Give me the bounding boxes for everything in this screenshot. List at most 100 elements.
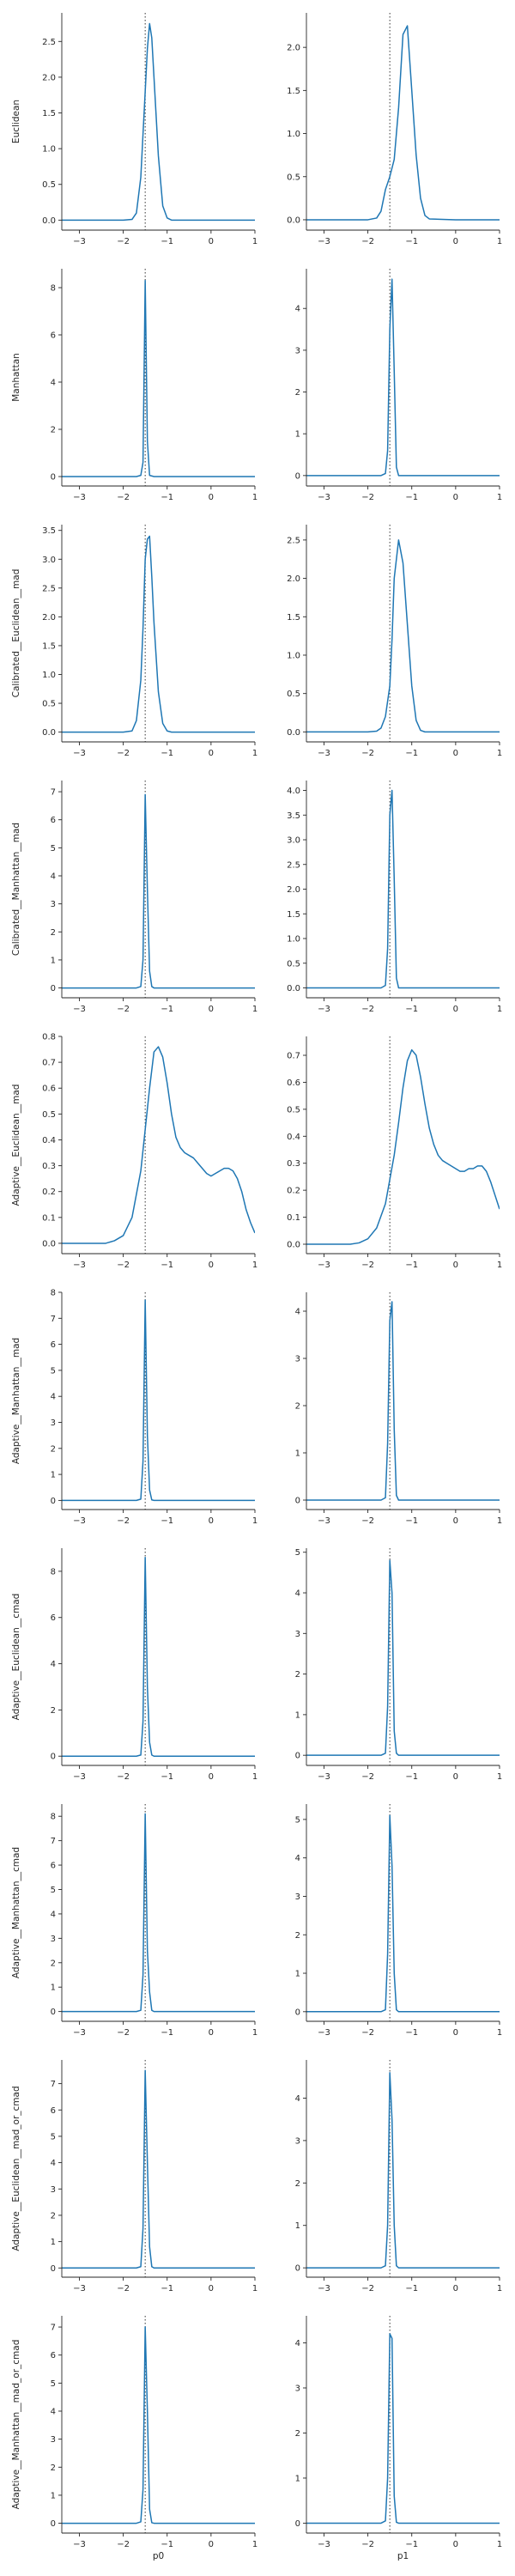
xtick-label: 1: [252, 2028, 258, 2038]
ytick-label: 3: [295, 1630, 300, 1639]
density-line: [62, 280, 255, 477]
xtick-label: −3: [73, 2284, 86, 2293]
xtick-label: −2: [117, 2284, 130, 2293]
xtick-label: −1: [161, 749, 173, 758]
ytick-label: 6: [51, 816, 56, 825]
ytick-label: 2: [295, 1402, 300, 1412]
ytick-label: 1: [51, 2238, 56, 2247]
ytick-label: 0.0: [287, 1241, 300, 1250]
density-line: [306, 25, 500, 221]
ytick-label: 3: [295, 1355, 300, 1364]
xtick-label: 0: [209, 2028, 214, 2038]
ytick-label: 1.0: [287, 935, 300, 945]
ytick-label: 7: [51, 2324, 56, 2333]
ytick-label: 2: [51, 1706, 56, 1716]
xtick-label: −2: [361, 749, 374, 758]
xtick-label: −3: [73, 1005, 86, 1014]
xtick-label: −2: [361, 237, 374, 246]
ytick-label: 0: [51, 1497, 56, 1506]
density-line: [62, 2069, 255, 2269]
panel-r4-c1: 0.0 0.1 0.2 0.3 0.4 0.5 0.6 0.7 −3 −2 −1 0 1: [287, 1036, 502, 1270]
ytick-label: 8: [51, 1289, 56, 1298]
xtick-label: 1: [252, 749, 258, 758]
xtick-label: −3: [73, 1772, 86, 1782]
xtick-label: −3: [318, 1516, 330, 1526]
ytick-label: 4: [295, 1854, 300, 1863]
ytick-label: 0.7: [287, 1052, 300, 1061]
ytick-label: 0.1: [42, 1213, 56, 1223]
xtick-label: 0: [453, 2028, 458, 2038]
xtick-label: 1: [497, 749, 502, 758]
panel-r0-c1: 0.0 0.5 1.0 1.5 2.0 −3 −2 −1 0 1: [287, 13, 502, 246]
xtick-label: 0: [209, 1772, 214, 1782]
xtick-label: 1: [252, 1261, 258, 1270]
xtick-label: −2: [117, 237, 130, 246]
ytick-label: 0: [295, 1497, 300, 1506]
ylabel-row-3: Calibrated__Manhattan__mad: [11, 823, 21, 956]
xlabel-p0: p0: [153, 2551, 164, 2561]
ylabel-row-7: Adaptive__Manhattan__cmad: [11, 1847, 21, 1978]
ytick-label: 2: [51, 2464, 56, 2473]
ytick-label: 5: [51, 2132, 56, 2142]
xtick-label: −2: [361, 1516, 374, 1526]
ytick-label: 0: [51, 1753, 56, 1762]
xtick-label: −3: [73, 2540, 86, 2549]
xtick-label: −2: [117, 1261, 130, 1270]
ytick-label: 5: [51, 1366, 56, 1376]
ytick-label: 0.5: [287, 1105, 300, 1115]
xtick-label: −3: [318, 237, 330, 246]
ytick-label: 6: [51, 2106, 56, 2116]
xtick-label: −1: [161, 2284, 173, 2293]
ytick-label: 8: [51, 284, 56, 294]
ytick-label: 0.4: [42, 1136, 56, 1145]
xtick-label: 1: [497, 2284, 502, 2293]
xtick-label: −3: [318, 749, 330, 758]
xtick-label: −1: [405, 493, 418, 502]
panel-r1-c1: 0 1 2 3 4 −3 −2 −1 0 1: [295, 269, 502, 502]
ytick-label: 0: [51, 984, 56, 993]
ylabel-row-2: Calibrated__Euclidean__mad: [11, 569, 21, 698]
ytick-label: 2: [295, 1931, 300, 1941]
panel-r3-c1: 0.0 0.5 1.0 1.5 2.0 2.5 3.0 3.5 4.0 −3 −2 −1 0 1: [287, 781, 502, 1014]
density-line: [62, 793, 255, 989]
density-line: [306, 789, 500, 989]
ylabel-row-1: Manhattan: [11, 353, 21, 402]
ytick-label: 2: [51, 1444, 56, 1454]
ytick-label: 1: [295, 2474, 300, 2483]
xtick-label: 1: [252, 493, 258, 502]
xtick-label: 0: [453, 1261, 458, 1270]
ytick-label: 3: [295, 346, 300, 355]
ytick-label: 0.5: [42, 700, 56, 709]
xtick-label: −1: [405, 237, 418, 246]
xtick-label: −2: [361, 2028, 374, 2038]
panel-r3-c0: 0 1 2 3 4 5 6 7 −3 −2 −1 0 1: [51, 781, 258, 1014]
ytick-label: 0.0: [287, 984, 300, 993]
density-line: [306, 278, 500, 477]
ytick-label: 3: [51, 900, 56, 909]
xtick-label: 1: [497, 1772, 502, 1782]
ytick-label: 3: [51, 1935, 56, 1944]
ytick-label: 4.0: [287, 787, 300, 796]
ytick-label: 0.3: [287, 1159, 300, 1169]
ytick-label: 2: [295, 1670, 300, 1680]
xtick-label: −2: [117, 2028, 130, 2038]
ytick-label: 0.5: [42, 1110, 56, 1120]
xtick-label: −3: [73, 2028, 86, 2038]
ytick-label: 2.0: [287, 885, 300, 895]
ytick-label: 0.5: [287, 173, 300, 182]
xtick-label: −2: [361, 493, 374, 502]
ytick-label: 4: [295, 2094, 300, 2104]
xtick-label: 1: [252, 2540, 258, 2549]
ytick-label: 6: [51, 1862, 56, 1871]
xtick-label: 0: [209, 1261, 214, 1270]
ytick-label: 5: [51, 2379, 56, 2389]
ytick-label: 1.5: [42, 641, 56, 651]
ytick-label: 0.2: [287, 1187, 300, 1196]
ytick-label: 1: [295, 1970, 300, 1979]
ytick-label: 3: [295, 2136, 300, 2146]
ytick-label: 0.0: [42, 216, 56, 226]
ytick-label: 2: [51, 928, 56, 938]
xtick-label: 1: [497, 1005, 502, 1014]
ytick-label: 2: [295, 2429, 300, 2439]
density-line: [62, 2326, 255, 2524]
